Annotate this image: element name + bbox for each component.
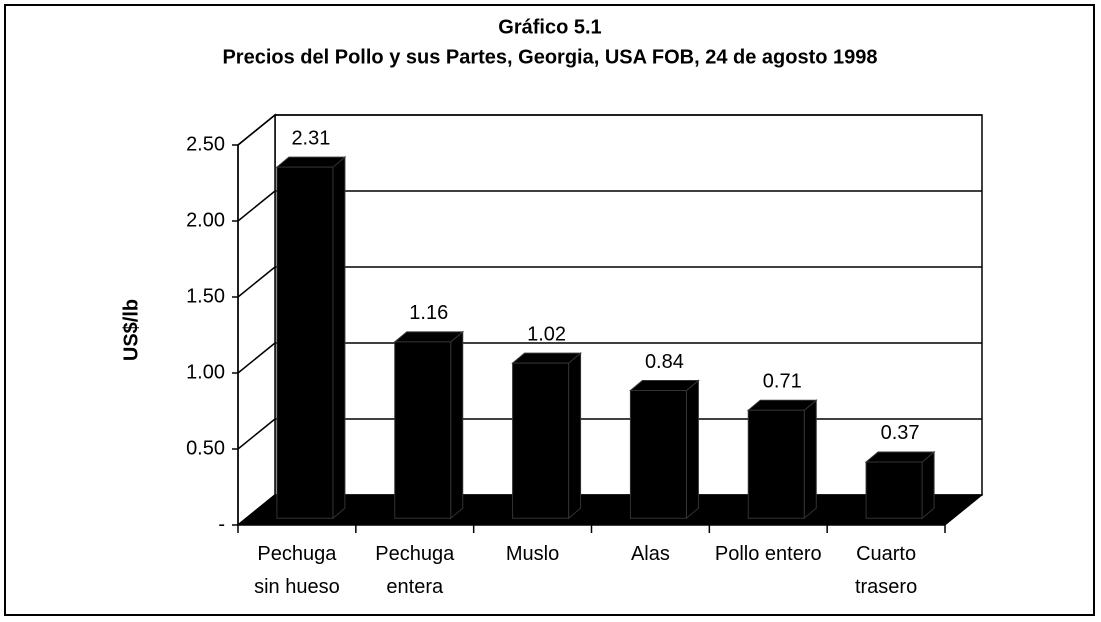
bar [275,156,347,520]
bar [511,352,582,520]
bar [629,379,700,520]
grid-line [237,266,276,298]
bar-face [685,379,699,520]
x-tick-label: Alas [630,543,670,565]
value-label: 0.71 [763,371,802,393]
bar-face [803,399,817,520]
x-tick-label: Muslo [505,543,560,565]
bar-face [332,156,346,520]
bar-face [450,330,464,520]
bar-face [746,399,818,411]
grid-line [237,342,276,374]
y-tick-label: 1.00 [186,361,225,383]
bar-face [276,166,334,519]
y-tick-label: 2.00 [186,209,225,231]
bar-face [568,352,582,520]
bar-face [275,156,347,168]
bar-face [865,461,923,519]
value-label: 0.84 [645,351,684,373]
x-tick-label: Pechuga sin hueso [254,543,340,598]
bar [393,330,465,520]
bar-face [511,352,582,364]
grid-line [237,114,276,146]
chart-title: Gráfico 5.1 [498,16,601,38]
bar [746,399,818,520]
grid-line [237,190,276,222]
bar-face [864,451,936,463]
back-wall [274,114,983,496]
bar-face [921,450,935,520]
y-axis-label: US$/lb [120,299,142,361]
y-tick-label: 0.50 [186,437,225,459]
y-tick-label: 2.50 [186,133,225,155]
bar [864,450,936,520]
side-wall [237,113,276,527]
x-tick-label: Cuarto trasero [854,543,918,598]
bar-face [512,362,570,519]
y-tick-label: 1.50 [186,285,225,307]
bar-face [394,341,452,519]
bar-face [629,390,687,519]
frame [4,4,1095,616]
y-tick-label: - [218,513,225,535]
value-label: 2.31 [291,127,330,149]
value-label: 1.16 [409,302,448,324]
bar-face [629,380,700,392]
grid-line [237,418,276,450]
chart-subtitle: Precios del Pollo y sus Partes, Georgia,… [222,46,877,68]
bar-face [747,409,805,519]
value-label: 1.02 [527,323,566,345]
bar-face [393,331,465,343]
value-label: 0.37 [881,422,920,444]
x-tick-label: Pollo entero [714,543,822,565]
x-tick-label: Pechuga entera [375,543,455,598]
